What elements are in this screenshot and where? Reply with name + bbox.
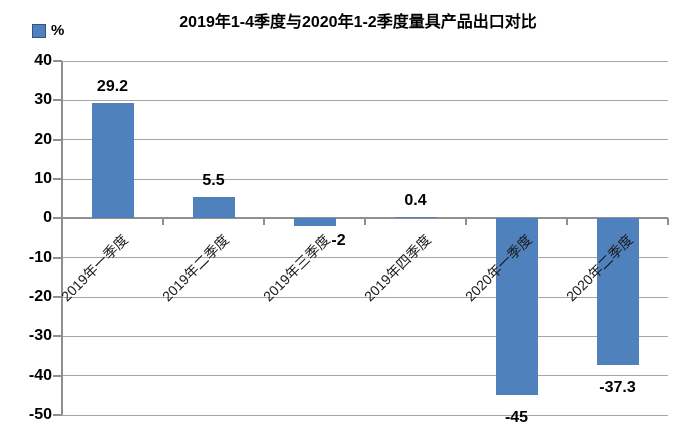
legend-color-swatch-icon: [32, 23, 46, 38]
y-axis-label: -20: [28, 288, 52, 305]
y-axis-tick: [53, 178, 62, 180]
bar-value-label: -2: [331, 232, 346, 250]
category-tick: [667, 218, 669, 226]
y-axis-label: -10: [28, 248, 52, 266]
gridline: [62, 99, 668, 101]
bar-value-label: 5.5: [202, 171, 225, 189]
category-tick: [566, 218, 568, 226]
gridline: [62, 375, 668, 377]
category-tick: [465, 218, 467, 226]
bar-value-label: 0.4: [404, 191, 427, 209]
y-axis-label: 30: [34, 91, 52, 109]
y-axis-label: -50: [28, 406, 52, 423]
category-tick: [364, 218, 366, 226]
legend: %: [32, 22, 64, 39]
y-axis-tick: [53, 217, 62, 220]
y-axis-label: 40: [34, 52, 52, 69]
gridline: [62, 60, 668, 62]
gridline: [62, 139, 668, 141]
bar: [596, 218, 639, 366]
y-axis-line: [61, 61, 63, 415]
y-axis-tick: [53, 296, 62, 298]
y-axis-tick: [53, 414, 62, 416]
gridline: [62, 414, 668, 416]
gridline: [62, 178, 668, 180]
bar-value-label: -37.3: [599, 379, 636, 397]
bar: [495, 218, 538, 396]
y-axis-tick: [53, 335, 62, 338]
gridline: [62, 335, 668, 337]
bar: [91, 103, 134, 219]
category-tick: [162, 218, 164, 226]
y-axis-label: 10: [34, 170, 52, 187]
y-axis-tick: [53, 60, 62, 62]
category-tick: [263, 218, 265, 226]
gridline: [62, 296, 668, 298]
y-axis-tick: [53, 256, 62, 259]
y-axis-label: 20: [34, 130, 52, 148]
bar-value-label: 29.2: [96, 78, 129, 96]
y-axis-tick: [53, 138, 62, 141]
bar: [192, 196, 235, 219]
category-label: 2019年二季度: [159, 231, 233, 305]
bar: [293, 218, 336, 227]
bar-value-label: -45: [504, 409, 529, 427]
y-axis-label: -40: [28, 366, 52, 384]
bar: [394, 216, 437, 219]
y-axis-tick: [53, 374, 62, 377]
category-label: 2019年三季度: [260, 231, 334, 305]
gridline: [62, 257, 668, 259]
legend-label: %: [51, 22, 65, 39]
y-axis-tick: [53, 99, 62, 102]
y-axis-label: 0: [43, 209, 52, 227]
category-label: 2019年一季度: [58, 231, 132, 305]
chart-title: 2019年1-4季度与2020年1-2季度量具产品出口对比: [179, 14, 537, 31]
y-axis-label: -30: [28, 327, 52, 345]
